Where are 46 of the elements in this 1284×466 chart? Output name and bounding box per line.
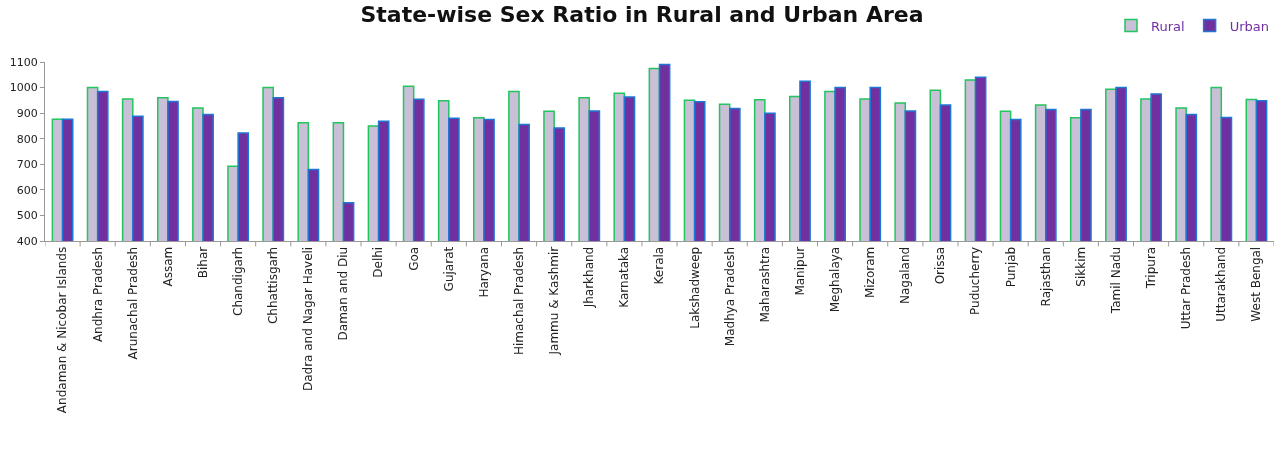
x-tick-label: Sikkim xyxy=(1073,246,1088,287)
y-tick-label: 800 xyxy=(16,132,38,146)
y-tick-label: 900 xyxy=(16,106,38,120)
x-tick-label: Gujarat xyxy=(441,246,456,292)
x-tick-label: Chhattisgarh xyxy=(266,246,281,325)
x-tick-label: Himachal Pradesh xyxy=(511,246,526,356)
x-tick-label: Bihar xyxy=(195,246,210,279)
x-tick-label: Mizoram xyxy=(863,246,878,299)
x-tick-label: Haryana xyxy=(476,246,491,298)
y-tick-label: 700 xyxy=(16,158,38,172)
y-tick-label: 600 xyxy=(16,183,38,197)
y-tick-label: 1100 xyxy=(9,55,38,69)
x-tick-label: Madhya Pradesh xyxy=(722,246,737,347)
x-tick-label: Daman and Diu xyxy=(336,246,351,341)
x-tick-label: Arunachal Pradesh xyxy=(125,246,140,360)
x-tick-label: Maharashtra xyxy=(757,246,772,323)
y-tick-label: 1000 xyxy=(9,81,38,95)
x-tick-label: Jharkhand xyxy=(582,246,597,309)
y-tick-label: 400 xyxy=(16,234,38,248)
x-tick-label: Kerala xyxy=(652,246,667,285)
x-tick-label: Jammu & Kashmir xyxy=(547,246,562,356)
x-tick-label: Meghalaya xyxy=(827,246,842,313)
x-tick-label: Uttar Pradesh xyxy=(1179,246,1194,330)
y-tick-label: 500 xyxy=(16,209,38,223)
x-tick-label: Uttarakhand xyxy=(1214,246,1229,322)
x-tick-label: Goa xyxy=(406,246,421,271)
x-tick-label: Andaman & Nicobar Islands xyxy=(55,246,70,414)
x-tick-label: Puducherry xyxy=(968,246,983,315)
x-tick-label: Punjab xyxy=(1003,246,1018,288)
x-tick-label: Karnataka xyxy=(617,246,632,308)
x-tick-label: Rajasthan xyxy=(1038,246,1053,307)
x-tick-label: Manipur xyxy=(792,246,807,296)
legend-label: Urban xyxy=(1229,18,1269,34)
x-tick-label: Dadra and Nagar Haveli xyxy=(301,246,316,392)
chart-title: State-wise Sex Ratio in Rural and Urban Area xyxy=(360,2,924,28)
x-tick-label: Andhra Pradesh xyxy=(90,246,105,343)
x-tick-label: Delhi xyxy=(371,246,386,278)
x-tick-label: Lakshadweep xyxy=(687,246,702,329)
legend-label: Rural xyxy=(1151,18,1185,34)
x-tick-label: West Bengal xyxy=(1249,246,1264,322)
x-tick-label: Assam xyxy=(160,246,175,287)
x-tick-label: Nagaland xyxy=(898,246,913,305)
x-tick-label: Orissa xyxy=(933,246,948,285)
x-tick-label: Tamil Nadu xyxy=(1108,246,1123,315)
x-tick-label: Chandigarh xyxy=(231,246,246,316)
x-tick-label: Tripura xyxy=(1144,246,1158,290)
